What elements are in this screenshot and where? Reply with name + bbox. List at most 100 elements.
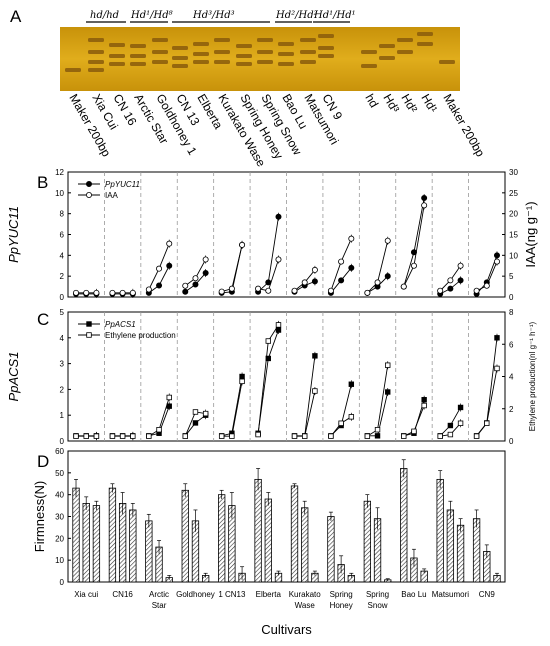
data-point (364, 289, 371, 296)
gel-band (193, 42, 209, 46)
y-tick-label: 20 (55, 534, 64, 543)
gel-band (109, 43, 125, 47)
data-point (130, 433, 136, 439)
data-point (218, 433, 225, 439)
panel-label-d: D (37, 452, 49, 471)
data-point (83, 433, 89, 439)
data-point (447, 285, 454, 292)
category-label: Goldhoney (176, 590, 215, 599)
y-tick-label: 4 (60, 334, 65, 343)
data-point (166, 394, 172, 401)
data-point (348, 235, 355, 242)
gel-band (130, 62, 146, 66)
gel-band (397, 50, 413, 54)
y2-axis-label: Ethylene production(nl g⁻¹ h⁻¹) (528, 321, 537, 431)
x-axis-label: Cultivars (261, 622, 312, 637)
gel-band (300, 60, 316, 64)
data-point (218, 288, 225, 295)
data-point (384, 237, 391, 244)
data-point (348, 264, 355, 271)
y2-tick-label: 15 (509, 231, 518, 240)
data-point (146, 433, 152, 439)
y-tick-label: 12 (55, 168, 64, 177)
gel-band (88, 50, 104, 54)
legend-marker (86, 191, 93, 198)
data-point (494, 335, 500, 341)
genotype-label: Hd²/Hd² (275, 10, 318, 21)
series-line (257, 329, 279, 434)
data-point (291, 287, 298, 294)
data-point (385, 362, 391, 368)
gel-band (152, 50, 168, 54)
panel-b-chart: 0 2 4 6 8 10 12 0 5 10 15 20 25 30 PpYUC11 IAA(ng g⁻¹) P… (6, 168, 538, 302)
data-point (421, 402, 427, 409)
bar (254, 478, 262, 583)
genotype-label: hd/hd (90, 10, 119, 21)
data-point (166, 403, 172, 409)
category-label: CN9 (479, 590, 496, 599)
panel-d-chart: 0 10 20 30 40 50 60 Firmness(N) Cultivars Xia cui… (32, 447, 506, 637)
data-point (400, 283, 407, 290)
category-label: Spring (366, 590, 389, 599)
data-point (156, 265, 163, 272)
gel-band (379, 56, 395, 60)
series-line (221, 244, 243, 294)
gel-band (417, 32, 433, 36)
y2-tick-label: 8 (509, 308, 514, 317)
data-point (93, 433, 100, 439)
data-point (275, 256, 282, 263)
y2-tick-label: 4 (509, 373, 514, 382)
panel-c-chart: 0 1 2 3 4 5 0 2 4 6 8 PpACS1 Ethylene production(nl … (6, 308, 537, 446)
bar (92, 505, 101, 583)
y-tick-label: 50 (55, 469, 64, 478)
y-tick-label: 0 (60, 437, 65, 446)
data-point (374, 427, 381, 433)
gel-band (214, 38, 230, 42)
data-point (348, 381, 355, 387)
bar (363, 500, 371, 583)
gel-band (236, 44, 252, 48)
category-label: Xia cui (74, 590, 98, 599)
gel-band (193, 52, 209, 56)
category-label: Star (152, 601, 167, 610)
y-tick-label: 2 (60, 385, 65, 394)
gel-band (214, 60, 230, 64)
data-point (202, 410, 209, 417)
data-point (145, 286, 152, 293)
data-point (182, 288, 189, 295)
category-label: Honey (330, 601, 353, 610)
gel-band (88, 38, 104, 42)
legend-label: PpACS1 (105, 320, 136, 329)
genotype-label: Hd³/Hd³ (192, 10, 235, 21)
data-point (255, 431, 261, 438)
category-label: Spring (330, 590, 353, 599)
bar (472, 518, 481, 583)
data-point (311, 278, 318, 285)
data-point (229, 433, 235, 439)
data-point (239, 241, 246, 248)
gel-band (257, 38, 273, 42)
bar (82, 502, 90, 583)
gel-band (439, 60, 455, 64)
lane-label: hd (362, 92, 381, 111)
y2-tick-label: 0 (509, 437, 514, 446)
gel-band (130, 54, 146, 58)
data-point (93, 289, 100, 296)
bar (145, 520, 153, 583)
series-line (476, 368, 498, 437)
y-axis-label: PpYUC11 (6, 206, 21, 263)
data-point (421, 202, 428, 209)
bar (118, 502, 127, 583)
y2-tick-label: 6 (509, 340, 514, 349)
series-line (221, 381, 243, 437)
data-point (437, 287, 444, 294)
data-point (255, 285, 262, 292)
data-point (311, 266, 318, 273)
y2-tick-label: 25 (509, 189, 518, 198)
data-point (457, 277, 464, 284)
data-point (447, 422, 454, 429)
data-point (338, 277, 345, 284)
y-tick-label: 3 (60, 360, 65, 369)
gel-band (361, 50, 377, 54)
